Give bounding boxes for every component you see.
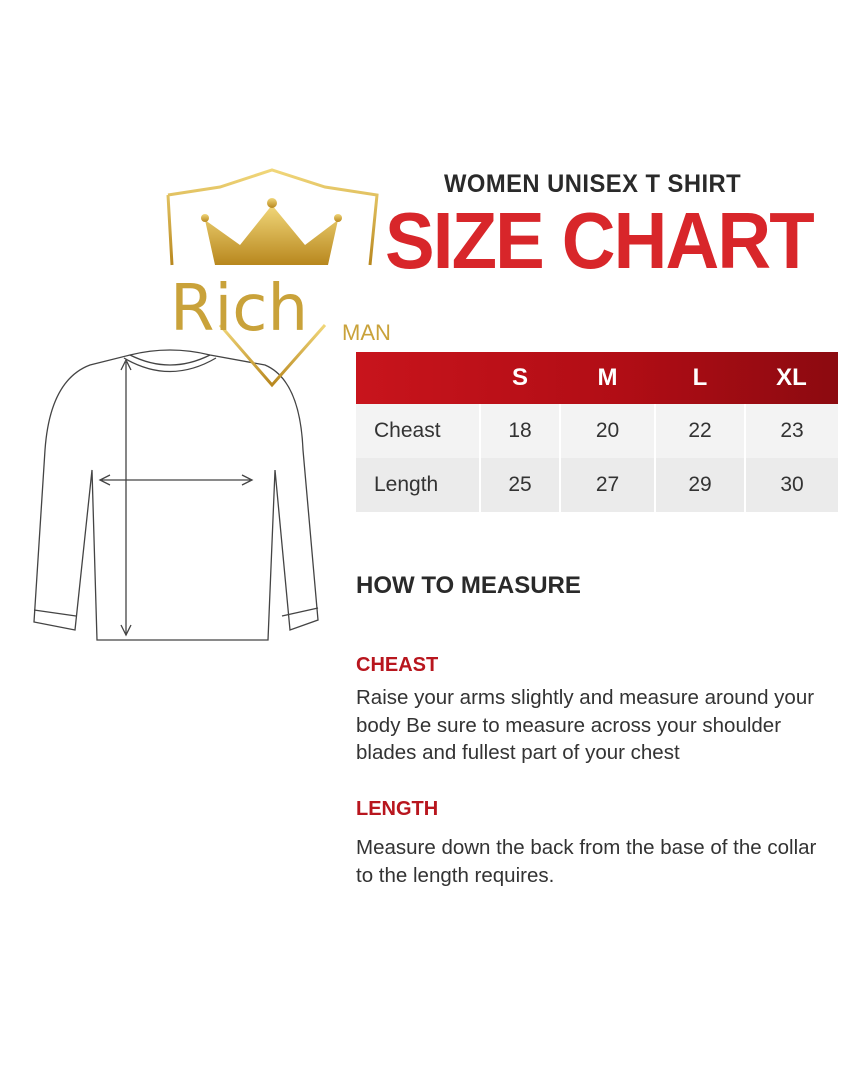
- size-table: S M L XL Cheast 18 20 22 23 Length 25 27…: [356, 352, 838, 512]
- table-cell: 29: [654, 458, 745, 512]
- table-cell: 20: [559, 404, 655, 458]
- column-header: [356, 352, 480, 404]
- section-text-length: Measure down the back from the base of t…: [356, 836, 817, 887]
- section-title-chest: CHEAST: [356, 654, 439, 676]
- table-cell: 27: [559, 458, 655, 512]
- table-cell: 25: [479, 458, 560, 512]
- table-row: Length 25 27 29 30: [356, 458, 838, 512]
- column-header: L: [692, 364, 708, 391]
- section-title-length: LENGTH: [356, 798, 439, 820]
- table-row: Cheast 18 20 22 23: [356, 404, 838, 458]
- row-label: Cheast: [356, 404, 480, 458]
- how-to-heading: HOW TO MEASURE: [356, 572, 581, 599]
- chart-subtitle: WOMEN UNISEX T SHIRT: [444, 170, 742, 198]
- table-cell: 23: [744, 404, 838, 458]
- table-cell: 18: [479, 404, 560, 458]
- column-header: XL: [776, 364, 807, 391]
- brand-logo: [166, 168, 379, 388]
- table-header-row: S M L XL: [356, 352, 838, 404]
- page-title: SIZE CHART: [385, 196, 815, 285]
- table-cell: 22: [654, 404, 745, 458]
- column-header: S: [511, 364, 528, 391]
- brand-name: Rich: [170, 272, 308, 346]
- column-header: M: [597, 364, 618, 391]
- section-text-chest: Raise your arms slightly and measure aro…: [356, 686, 815, 764]
- long-sleeve-shirt-icon: [33, 349, 319, 641]
- row-label: Length: [356, 458, 480, 512]
- table-cell: 30: [744, 458, 838, 512]
- brand-subname: MAN: [342, 320, 391, 345]
